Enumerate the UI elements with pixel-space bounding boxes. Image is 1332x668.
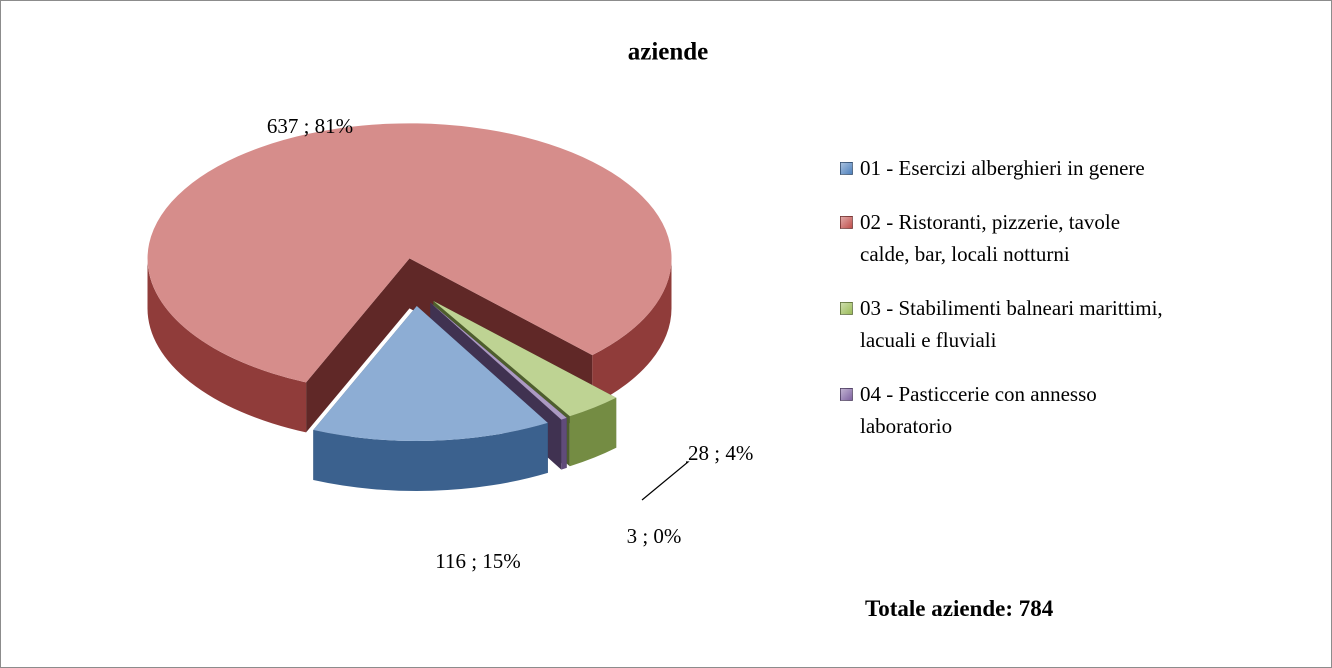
slice-wall: [561, 417, 567, 470]
legend-label: 02 - Ristoranti, pizzerie, tavole calde,…: [860, 210, 1121, 266]
legend-swatch: [840, 162, 853, 175]
legend-item: 03 - Stabilimenti balneari marittimi, la…: [840, 292, 1170, 356]
slice-side: [306, 258, 410, 433]
chart-title: aziende: [628, 39, 709, 66]
slice-top: [147, 123, 672, 383]
legend: 01 - Esercizi alberghieri in genere 02 - …: [840, 152, 1170, 464]
legend-item: 04 - Pasticcerie con annesso laboratorio: [840, 378, 1170, 442]
legend-label: 03 - Stabilimenti balneari marittimi, la…: [860, 296, 1163, 352]
data-label: 3 ; 0%: [627, 524, 682, 548]
legend-label: 04 - Pasticcerie con annesso laboratorio: [860, 382, 1097, 438]
slice-wall: [569, 397, 617, 467]
slice-top: [313, 306, 548, 441]
slice-top: [433, 301, 617, 417]
slice-wall: [313, 422, 548, 491]
leader-line: [641, 461, 690, 501]
slice-top: [430, 302, 567, 420]
slice-wall: [147, 258, 307, 433]
data-label: 637 ; 81%: [267, 114, 353, 138]
legend-swatch: [840, 216, 853, 229]
data-label: 116 ; 15%: [435, 549, 521, 573]
legend-swatch: [840, 302, 853, 315]
legend-swatch: [840, 388, 853, 401]
slice-wall: [592, 258, 672, 406]
legend-item: 02 - Ristoranti, pizzerie, tavole calde,…: [840, 206, 1170, 270]
legend-label: 01 - Esercizi alberghieri in genere: [860, 156, 1145, 180]
legend-item: 01 - Esercizi alberghieri in genere: [840, 152, 1170, 184]
annotation: Totale aziende: 784: [865, 596, 1054, 621]
data-label: 28 ; 4%: [688, 441, 753, 465]
